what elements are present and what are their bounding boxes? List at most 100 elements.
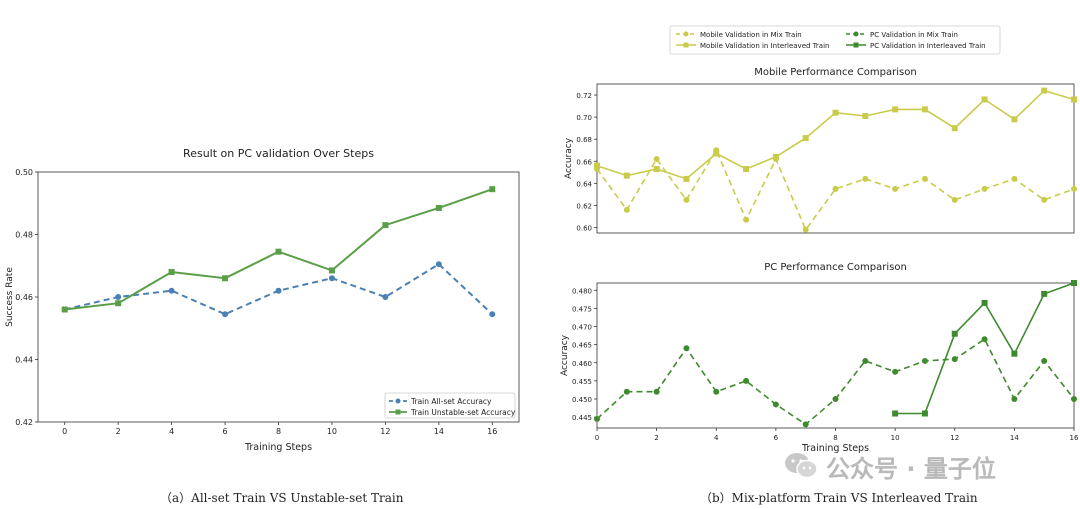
- chart1-series-0-point: [743, 216, 750, 223]
- right-legend-label-0: Mobile Validation in Mix Train: [700, 31, 802, 39]
- chart1-ytick-label: 0.72: [576, 92, 592, 100]
- chart2-series-0-line: [596, 338, 1075, 426]
- chart0-ytick-label: 0.44: [15, 356, 33, 365]
- chart1-title: Mobile Performance Comparison: [754, 67, 916, 78]
- chart2-ytick-label: 0.475: [572, 305, 592, 313]
- chart1-series-0-point: [683, 196, 690, 203]
- chart0-ytick-label: 0.42: [15, 418, 33, 427]
- chart2-series-0-point: [683, 345, 690, 352]
- chart0-series-0-point: [115, 294, 122, 300]
- chart2-ylabel: Accuracy: [560, 334, 570, 376]
- chart1-series-1-point: [862, 113, 869, 120]
- chart0-series-0-point: [382, 294, 389, 300]
- chart2-xtick-label: 8: [833, 434, 837, 442]
- chart2-series-0-point: [1011, 396, 1018, 402]
- caption-b: （b）Mix-platform Train VS Interleaved Tra…: [700, 491, 978, 505]
- chart1-series-0-line: [596, 148, 1075, 232]
- chart0-ytick-label: 0.48: [15, 231, 33, 240]
- chart0-series-1-point: [435, 204, 442, 211]
- chart0-legend-label-1: Train Unstable-set Accuracy: [410, 408, 516, 417]
- chart0-legend-label-0: Train All-set Accuracy: [410, 397, 492, 406]
- chart1-series-1-point: [832, 109, 839, 116]
- chart1-series-1-point: [713, 150, 720, 157]
- chart0-xtick-label: 4: [169, 427, 174, 436]
- chart1-ytick-label: 0.64: [576, 180, 592, 188]
- chart0-series-1-point: [61, 306, 68, 313]
- chart1-ytick-label: 0.68: [576, 136, 592, 144]
- watermark: 公众号 · 量子位: [784, 446, 996, 486]
- chart0-frame: [37, 171, 520, 423]
- chart2-xtick-label: 12: [950, 434, 959, 442]
- chart1-series-1-point: [683, 175, 690, 182]
- chart2-ytick-label: 0.465: [572, 342, 592, 350]
- chart1-series-1-point: [653, 165, 660, 172]
- right-legend-label-3: PC Validation in Interleaved Train: [870, 42, 986, 50]
- chart1-series-0-point: [1011, 175, 1018, 182]
- chart2-xlabel: Training Steps: [801, 443, 869, 454]
- chart1-series-0-point: [862, 175, 869, 182]
- chart2-series-0-point: [772, 401, 779, 408]
- chart0-series-1-point: [275, 248, 282, 255]
- chart0-title: Result on PC validation Over Steps: [183, 147, 374, 160]
- chart0-legend-marker-0: [395, 398, 401, 404]
- chart1-series-1-point: [623, 172, 630, 179]
- chart2-xtick-label: 4: [714, 434, 719, 442]
- watermark-text: 公众号 · 量子位: [826, 454, 996, 483]
- wechat-icon: [785, 453, 818, 479]
- chart0-xlabel: Training Steps: [244, 442, 312, 453]
- chart2-series-1-point: [1041, 290, 1048, 297]
- chart2-xtick-label: 16: [1070, 434, 1079, 442]
- right-legend-marker-2: [853, 31, 859, 37]
- chart1-series-0-point: [653, 156, 660, 163]
- chart1-series-0-point: [623, 206, 630, 213]
- chart0-ytick-label: 0.50: [15, 168, 33, 177]
- chart1-series-1-point: [743, 165, 750, 172]
- chart2-frame: [596, 282, 1075, 429]
- right-legend-marker-0: [683, 31, 689, 37]
- chart0-ylabel: Success Rate: [5, 267, 15, 327]
- chart0-series-1-point: [222, 275, 229, 282]
- chart1-series-0-point: [892, 185, 899, 192]
- chart2-series-1-point: [1071, 280, 1077, 286]
- chart1-series-0-point: [802, 226, 809, 233]
- caption-a: （a）All-set Train VS Unstable-set Train: [160, 491, 404, 505]
- chart0-xtick-label: 8: [276, 427, 281, 436]
- chart2-series-1-point: [921, 410, 928, 417]
- chart2-series-1-point: [981, 299, 988, 306]
- chart0-series-1-point: [115, 300, 122, 307]
- chart2-ytick-label: 0.445: [572, 414, 592, 422]
- right-legend-label-2: PC Validation in Mix Train: [870, 31, 958, 39]
- chart1-series-1-line: [596, 89, 1075, 180]
- chart0-series-0-point: [222, 311, 229, 318]
- chart2-series-0-point: [802, 421, 809, 428]
- chart1-series-1-point: [1041, 87, 1048, 94]
- chart0-xtick-label: 14: [434, 427, 444, 436]
- chart2-series-0-point: [951, 356, 958, 363]
- chart1-series-0-point: [981, 185, 988, 192]
- chart2-series-0-point: [1041, 357, 1048, 364]
- chart1-ytick-label: 0.70: [576, 114, 592, 122]
- chart2-ytick-label: 0.450: [572, 396, 592, 404]
- chart0-series-0-point: [328, 275, 335, 282]
- right-legend-marker-1: [683, 42, 689, 48]
- chart0-legend-marker-1: [395, 409, 401, 415]
- chart1-series-1-point: [1011, 116, 1018, 123]
- chart2-xtick-label: 14: [1010, 434, 1019, 442]
- chart2-xtick-label: 6: [774, 434, 779, 442]
- chart1-series-1-point: [1071, 96, 1077, 103]
- chart2-series-0-point: [832, 396, 839, 402]
- chart0-xtick-label: 16: [487, 427, 497, 436]
- chart2-ytick-label: 0.455: [572, 378, 592, 386]
- chart2-xtick-label: 10: [891, 434, 900, 442]
- chart0-series-1-point: [168, 269, 175, 275]
- chart1-series-1-point: [594, 162, 600, 169]
- chart1-series-0-point: [951, 196, 958, 203]
- chart2-series-0-point: [594, 415, 600, 422]
- chart2-series-0-point: [1071, 396, 1077, 402]
- chart2-series-1-point: [951, 330, 958, 337]
- chart0-series-0-point: [435, 261, 442, 268]
- chart1-series-1-point: [892, 106, 899, 113]
- chart1-series-1-point: [921, 106, 928, 113]
- chart2-series-0-point: [653, 388, 660, 395]
